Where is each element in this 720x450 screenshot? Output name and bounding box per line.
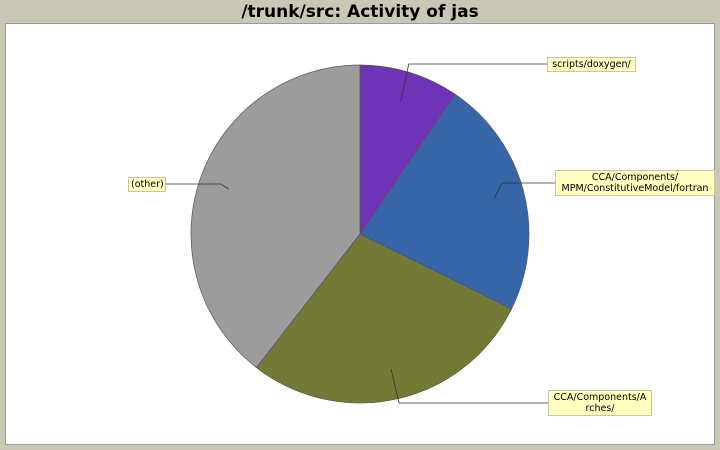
leader-line-arches — [390, 368, 548, 404]
pie-slice-scripts-doxygen — [359, 64, 456, 236]
pie-slice-mpm-fortran — [359, 93, 530, 310]
chart-title: /trunk/src: Activity of jas — [241, 2, 479, 22]
leader-line-other — [166, 183, 230, 190]
slice-label-scripts-doxygen: scripts/doxygen/ — [547, 57, 636, 72]
leader-line-mpm-fortran — [493, 182, 555, 199]
pie-slice-other — [190, 64, 361, 369]
slice-label-mpm-fortran: CCA/Components/ MPM/ConstitutiveModel/fo… — [555, 170, 715, 196]
slice-label-arches: CCA/Components/A rches/ — [548, 390, 652, 416]
slice-label-other: (other) — [128, 177, 166, 192]
leader-line-scripts-doxygen — [400, 63, 547, 102]
